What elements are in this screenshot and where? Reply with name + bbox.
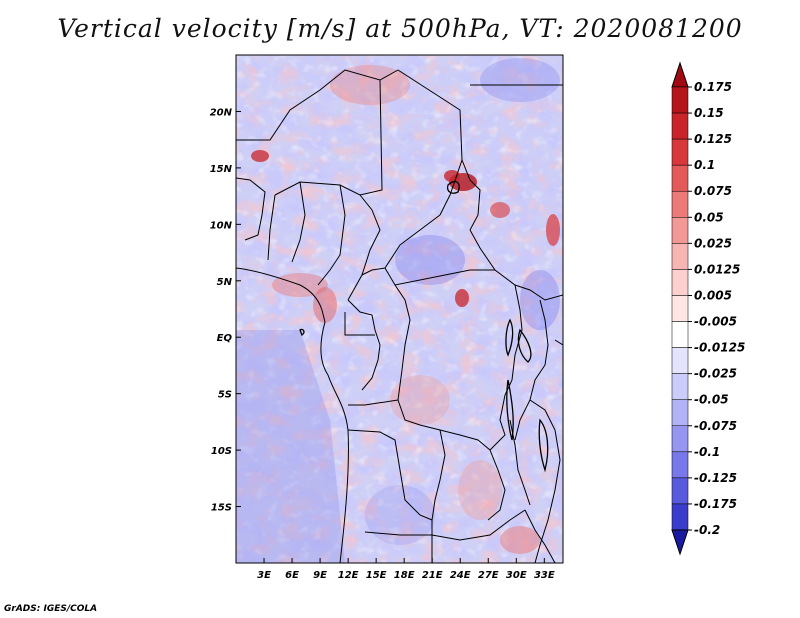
colorbar-label: -0.005	[694, 315, 737, 329]
colorbar-swatch	[671, 347, 689, 374]
colorbar-bottom-arrow	[671, 529, 689, 556]
lat-tick-label: 5S	[218, 390, 232, 401]
colorbar-label: -0.0125	[694, 341, 745, 355]
lon-tick-label: 9E	[313, 570, 327, 581]
colorbar-swatch	[671, 243, 689, 270]
chart-title: Vertical velocity [m/s] at 500hPa, VT: 2…	[57, 14, 743, 43]
colorbar: 0.175 0.15 0.125 0.1 0.075 0.05 0.025 0.0125 0.0…	[671, 61, 745, 556]
velocity-field	[236, 55, 563, 563]
colorbar-swatch	[671, 138, 689, 166]
colorbar-swatch	[671, 86, 689, 114]
colorbar-label: -0.1	[694, 445, 720, 459]
colorbar-label: -0.125	[694, 471, 737, 485]
lon-tick-label: 21E	[422, 570, 443, 581]
lon-tick-label: 24E	[450, 570, 471, 581]
colorbar-label: 0.0125	[694, 262, 740, 276]
lon-tick-label: 18E	[394, 570, 415, 581]
colorbar-label: 0.025	[694, 236, 732, 250]
lon-tick-label: 6E	[285, 570, 299, 581]
colorbar-top-arrow	[671, 61, 689, 88]
country-borders	[236, 69, 563, 563]
colorbar-label: 0.15	[694, 106, 724, 120]
colorbar-swatch	[671, 269, 689, 296]
colorbar-label: 0.175	[694, 80, 732, 94]
colorbar-label: -0.075	[694, 419, 737, 433]
colorbar-label: 0.125	[694, 132, 732, 146]
colorbar-swatch	[671, 425, 689, 453]
lakes	[299, 180, 549, 473]
colorbar-label: 0.005	[694, 288, 732, 302]
colorbar-label: -0.2	[694, 523, 720, 537]
colorbar-swatch	[671, 190, 689, 218]
lat-tick-label: 20N	[210, 107, 233, 118]
lat-tick-label: 10S	[211, 446, 232, 457]
longitude-axis: 3E 6E 9E 12E 15E 18E 21E 24E 27E 30E 33E	[257, 558, 555, 581]
map-frame	[235, 54, 564, 564]
colorbar-swatch	[671, 477, 689, 505]
footer-credit: GrADS: IGES/COLA	[4, 604, 98, 614]
colorbar-swatch	[671, 321, 689, 348]
lat-tick-label: 10N	[210, 220, 233, 231]
lon-tick-label: 12E	[338, 570, 359, 581]
lon-tick-label: 33E	[534, 570, 555, 581]
colorbar-swatch	[671, 451, 689, 479]
lat-tick-label: 15S	[211, 503, 232, 514]
colorbar-label: -0.025	[694, 367, 737, 381]
lat-tick-label: EQ	[217, 333, 233, 344]
colorbar-label: 0.05	[694, 210, 724, 224]
colorbar-swatch	[671, 295, 689, 322]
colorbar-swatch	[671, 373, 689, 400]
latitude-axis: 20N 15N 10N 5N EQ 5S 10S 15S	[210, 107, 241, 514]
colorbar-swatch	[671, 399, 689, 427]
lat-tick-label: 5N	[217, 277, 233, 288]
colorbar-label: 0.1	[694, 158, 715, 172]
colorbar-swatch	[671, 503, 689, 531]
colorbar-label: -0.05	[694, 393, 729, 407]
colorbar-swatch	[671, 217, 689, 244]
lon-tick-label: 15E	[366, 570, 387, 581]
colorbar-swatch	[671, 164, 689, 192]
colorbar-swatch	[671, 112, 689, 140]
lon-tick-label: 30E	[506, 570, 527, 581]
lon-tick-label: 27E	[478, 570, 499, 581]
lon-tick-label: 3E	[257, 570, 271, 581]
lat-tick-label: 15N	[210, 164, 233, 175]
colorbar-label: 0.075	[694, 184, 732, 198]
colorbar-label: -0.175	[694, 497, 737, 511]
